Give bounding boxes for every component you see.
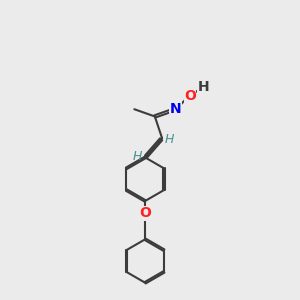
Text: O: O — [139, 206, 151, 220]
Text: H: H — [197, 80, 209, 94]
Text: O: O — [184, 89, 196, 103]
Text: H: H — [165, 133, 175, 146]
Text: H: H — [133, 150, 142, 163]
Text: N: N — [169, 102, 181, 116]
